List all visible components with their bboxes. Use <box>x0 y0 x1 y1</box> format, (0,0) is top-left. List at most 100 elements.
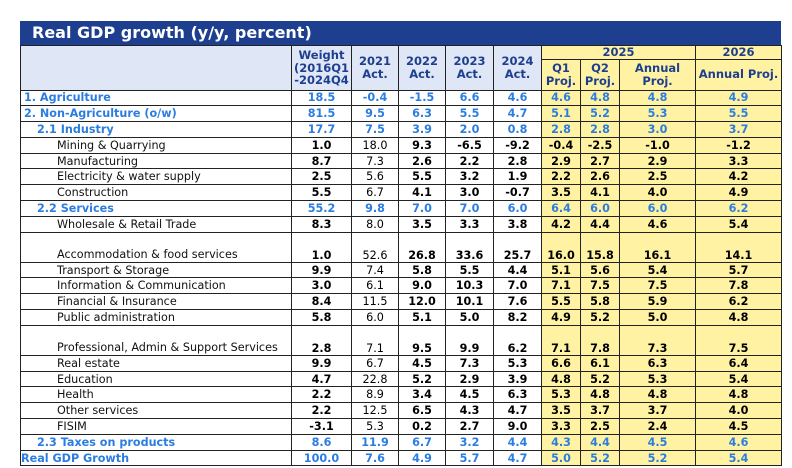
value-cell: 6.3 <box>398 105 446 123</box>
value-cell: 4.4 <box>493 433 542 451</box>
row-label: Mining & Quarrying <box>20 136 292 154</box>
value-cell: 33.6 <box>445 231 494 263</box>
value-cell: 7.1 <box>351 324 399 356</box>
value-cell: 4.4 <box>580 433 620 451</box>
value-cell: 6.4 <box>695 354 783 372</box>
value-cell: 4.1 <box>398 184 446 202</box>
value-cell: 7.6 <box>493 293 542 311</box>
value-cell: 2.8 <box>493 152 542 170</box>
value-cell: 5.4 <box>695 215 783 233</box>
value-cell: 52.6 <box>351 231 399 263</box>
table-row: 2.2 Services 55.2 9.8 7.0 7.0 6.0 6.4 6.0 6.0 6.2 <box>20 200 783 217</box>
value-cell: 6.0 <box>580 200 620 217</box>
value-cell: 8.3 <box>291 215 352 233</box>
year-2021-header: 2021 Act. <box>351 45 399 91</box>
value-cell: 7.1 <box>541 277 581 295</box>
value-cell: 4.9 <box>695 184 783 202</box>
value-cell: 16.0 <box>541 231 581 263</box>
row-label: Financial & Insurance <box>20 293 292 311</box>
value-cell: 1.9 <box>493 168 542 186</box>
value-cell: 2.5 <box>580 418 620 435</box>
value-cell: 3.7 <box>580 402 620 420</box>
value-cell: 7.5 <box>618 277 697 295</box>
value-cell: 3.2 <box>445 168 494 186</box>
value-cell: 5.8 <box>291 309 352 326</box>
value-cell: 9.8 <box>351 200 399 217</box>
year-2023-header: 2023 Act. <box>445 45 494 91</box>
value-cell: 9.0 <box>493 418 542 435</box>
value-cell: 4.7 <box>493 449 542 467</box>
value-cell: 3.5 <box>541 402 581 420</box>
value-cell: 4.5 <box>398 354 446 372</box>
annual-2026-proj-header: Annual Proj. <box>695 58 783 91</box>
value-cell: 5.0 <box>445 309 494 326</box>
value-cell: 3.8 <box>493 215 542 233</box>
value-cell: 4.8 <box>541 370 581 388</box>
value-cell: 4.8 <box>695 386 783 404</box>
value-cell: 4.5 <box>445 386 494 404</box>
value-cell: 5.5 <box>291 184 352 202</box>
value-cell: 4.2 <box>541 215 581 233</box>
value-cell: 7.1 <box>541 324 581 356</box>
value-cell: 2.9 <box>618 152 697 170</box>
weight-header: Weight (2016Q1 -2024Q4 <box>291 45 352 91</box>
value-cell: 3.0 <box>445 184 494 202</box>
value-cell: 6.1 <box>351 277 399 295</box>
value-cell: 4.4 <box>580 215 620 233</box>
value-cell: -9.2 <box>493 136 542 154</box>
value-cell: 2.6 <box>398 152 446 170</box>
value-cell: 5.4 <box>618 261 697 279</box>
value-cell: 3.3 <box>445 215 494 233</box>
value-cell: -0.4 <box>541 136 581 154</box>
value-cell: 9.0 <box>398 277 446 295</box>
value-cell: 3.3 <box>695 152 783 170</box>
value-cell: 2.8 <box>580 121 620 138</box>
value-cell: 5.7 <box>695 261 783 279</box>
value-cell: 4.9 <box>398 449 446 467</box>
row-label: FISIM <box>20 418 292 435</box>
value-cell: 55.2 <box>291 200 352 217</box>
value-cell: 6.7 <box>398 433 446 451</box>
value-cell: 25.7 <box>493 231 542 263</box>
table-row: Wholesale & Retail Trade 8.3 8.0 3.5 3.3 3.8 4… <box>20 215 783 233</box>
value-cell: 12.5 <box>351 402 399 420</box>
value-cell: 4.0 <box>618 184 697 202</box>
value-cell: 4.8 <box>618 386 697 404</box>
value-cell: 7.5 <box>580 277 620 295</box>
table-row: 2. Non-Agriculture (o/w) 81.5 9.5 6.3 5.5 4.7… <box>20 105 783 123</box>
value-cell: 3.0 <box>618 121 697 138</box>
value-cell: -1.2 <box>695 136 783 154</box>
value-cell: 17.7 <box>291 121 352 138</box>
table-row: Manufacturing 8.7 7.3 2.6 2.2 2.8 2.9 2.7 2.9 3.3 <box>20 152 783 170</box>
value-cell: 81.5 <box>291 105 352 123</box>
value-cell: 6.6 <box>541 354 581 372</box>
table-row: 2.3 Taxes on products 8.6 11.9 6.7 3.2 4.4 4.3… <box>20 433 783 451</box>
value-cell: -1.5 <box>398 89 446 107</box>
value-cell: 5.2 <box>580 370 620 388</box>
value-cell: 5.7 <box>445 449 494 467</box>
value-cell: 5.2 <box>580 105 620 123</box>
table-row: Other services 2.2 12.5 6.5 4.3 4.7 3.5 3.7 3.7 4… <box>20 402 783 420</box>
value-cell: 5.2 <box>398 370 446 388</box>
value-cell: 11.5 <box>351 293 399 311</box>
value-cell: 2.7 <box>580 152 620 170</box>
value-cell: 4.6 <box>695 433 783 451</box>
value-cell: 3.2 <box>445 433 494 451</box>
value-cell: 4.9 <box>541 309 581 326</box>
value-cell: -3.1 <box>291 418 352 435</box>
table-row: Health 2.2 8.9 3.4 4.5 6.3 5.3 4.8 4.8 4.8 <box>20 386 783 404</box>
value-cell: -2.5 <box>580 136 620 154</box>
value-cell: 7.6 <box>351 449 399 467</box>
value-cell: 5.2 <box>580 449 620 467</box>
value-cell: 7.5 <box>695 324 783 356</box>
table-row: 1. Agriculture 18.5 -0.4 -1.5 6.6 4.6 4.6 4.8 4.… <box>20 89 783 107</box>
value-cell: 6.3 <box>493 386 542 404</box>
value-cell: 3.5 <box>541 184 581 202</box>
table-row: Construction 5.5 6.7 4.1 3.0 -0.7 3.5 4.1 4.0 4.9 <box>20 184 783 202</box>
row-label: Manufacturing <box>20 152 292 170</box>
value-cell: 6.7 <box>351 184 399 202</box>
value-cell: 5.0 <box>541 449 581 467</box>
q2-proj-header: Q2 Proj. <box>580 58 620 91</box>
value-cell: 3.0 <box>291 277 352 295</box>
value-cell: 2.2 <box>541 168 581 186</box>
